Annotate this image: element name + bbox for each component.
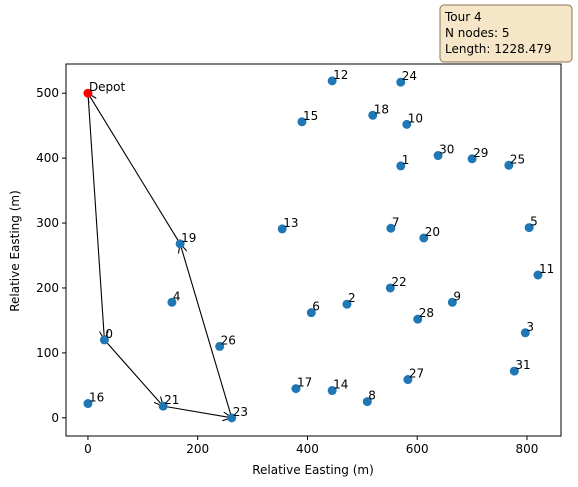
x-axis-label: Relative Easting (m) (252, 463, 374, 477)
node-label: 14 (333, 378, 348, 392)
info-box-background (439, 4, 573, 63)
y-tick-label: 400 (36, 151, 59, 165)
plot-frame (65, 63, 562, 437)
depot-label: Depot (89, 80, 126, 94)
node-point (504, 160, 514, 170)
node-point (447, 297, 457, 307)
node-label: 10 (408, 111, 423, 125)
node-point (413, 314, 423, 324)
node-label: 24 (402, 69, 417, 83)
node-point (509, 366, 519, 376)
node-points (83, 76, 543, 423)
node-label: 22 (391, 275, 406, 289)
info-tour: Tour 4 (444, 10, 482, 24)
y-tick-label: 200 (36, 281, 59, 295)
node-label: 5 (530, 215, 538, 229)
node-label: 18 (374, 102, 389, 116)
node-point (520, 328, 530, 338)
y-axis-label: Relative Easting (m) (8, 190, 22, 312)
route-arrow (104, 339, 163, 406)
node-point (433, 151, 443, 161)
node-label: 12 (333, 68, 348, 82)
node-label: 20 (425, 225, 440, 239)
node-point (342, 299, 352, 309)
node-point (467, 154, 477, 164)
node-label: 0 (105, 327, 113, 341)
node-point (524, 223, 534, 233)
node-label: 1 (402, 153, 410, 167)
node-point (277, 224, 287, 234)
node-point (83, 399, 93, 409)
route-arrow (87, 93, 104, 340)
node-point (291, 384, 301, 394)
node-point (99, 335, 109, 345)
y-tick-label: 0 (51, 411, 59, 425)
node-label: 17 (297, 376, 312, 390)
node-label: 7 (392, 215, 400, 229)
node-label: 4 (173, 289, 181, 303)
node-point (403, 375, 413, 385)
node-point (327, 76, 337, 86)
node-label: 23 (233, 405, 248, 419)
node-label: 15 (303, 109, 318, 123)
info-length: Length: 1228.479 (445, 42, 552, 56)
node-label: 6 (312, 300, 320, 314)
node-point (396, 77, 406, 87)
node-label: 29 (473, 146, 488, 160)
node-label: 26 (221, 333, 236, 347)
x-tick-label: 200 (186, 442, 209, 456)
route-arrow (88, 93, 181, 245)
y-tick-label: 300 (36, 216, 59, 230)
node-label: 30 (439, 143, 454, 157)
node-label: 31 (515, 358, 530, 372)
node-point (297, 117, 307, 127)
depot-point (83, 88, 93, 98)
node-point (385, 283, 395, 293)
node-label: 8 (368, 389, 376, 403)
node-label: 27 (409, 367, 424, 381)
node-point (419, 233, 429, 243)
node-label: 13 (283, 216, 298, 230)
info-box: Tour 4 N nodes: 5 Length: 1228.479 (439, 4, 573, 63)
route-arrow (180, 244, 233, 418)
node-label: 21 (164, 393, 179, 407)
y-tick-label: 100 (36, 346, 59, 360)
node-label: 2 (348, 291, 356, 305)
node-point (175, 239, 185, 249)
node-point (533, 270, 543, 280)
node-point (306, 308, 316, 318)
route-arrow (163, 405, 232, 418)
info-nodes: N nodes: 5 (445, 26, 509, 40)
node-point (362, 397, 372, 407)
node-label: 11 (539, 262, 554, 276)
x-tick-label: 400 (296, 442, 319, 456)
node-label: 25 (510, 152, 525, 166)
y-axis-ticks: 0 100 200 300 400 500 (36, 86, 66, 425)
node-label: 3 (526, 320, 534, 334)
x-tick-label: 800 (516, 442, 539, 456)
node-point (402, 119, 412, 129)
x-tick-label: 600 (406, 442, 429, 456)
node-point (368, 110, 378, 120)
node-label: 9 (453, 289, 461, 303)
node-point (327, 386, 337, 396)
node-point (158, 401, 168, 411)
node-point (227, 413, 237, 423)
node-point (396, 161, 406, 171)
x-tick-label: 0 (84, 442, 92, 456)
node-label: 16 (89, 391, 104, 405)
route-lines (88, 93, 232, 418)
node-point (167, 297, 177, 307)
node-label: 19 (181, 231, 196, 245)
node-label: 28 (419, 306, 434, 320)
node-point (386, 223, 396, 233)
x-axis-ticks: 0 200 400 600 800 (84, 436, 538, 456)
node-point (215, 341, 225, 351)
y-tick-label: 500 (36, 86, 59, 100)
